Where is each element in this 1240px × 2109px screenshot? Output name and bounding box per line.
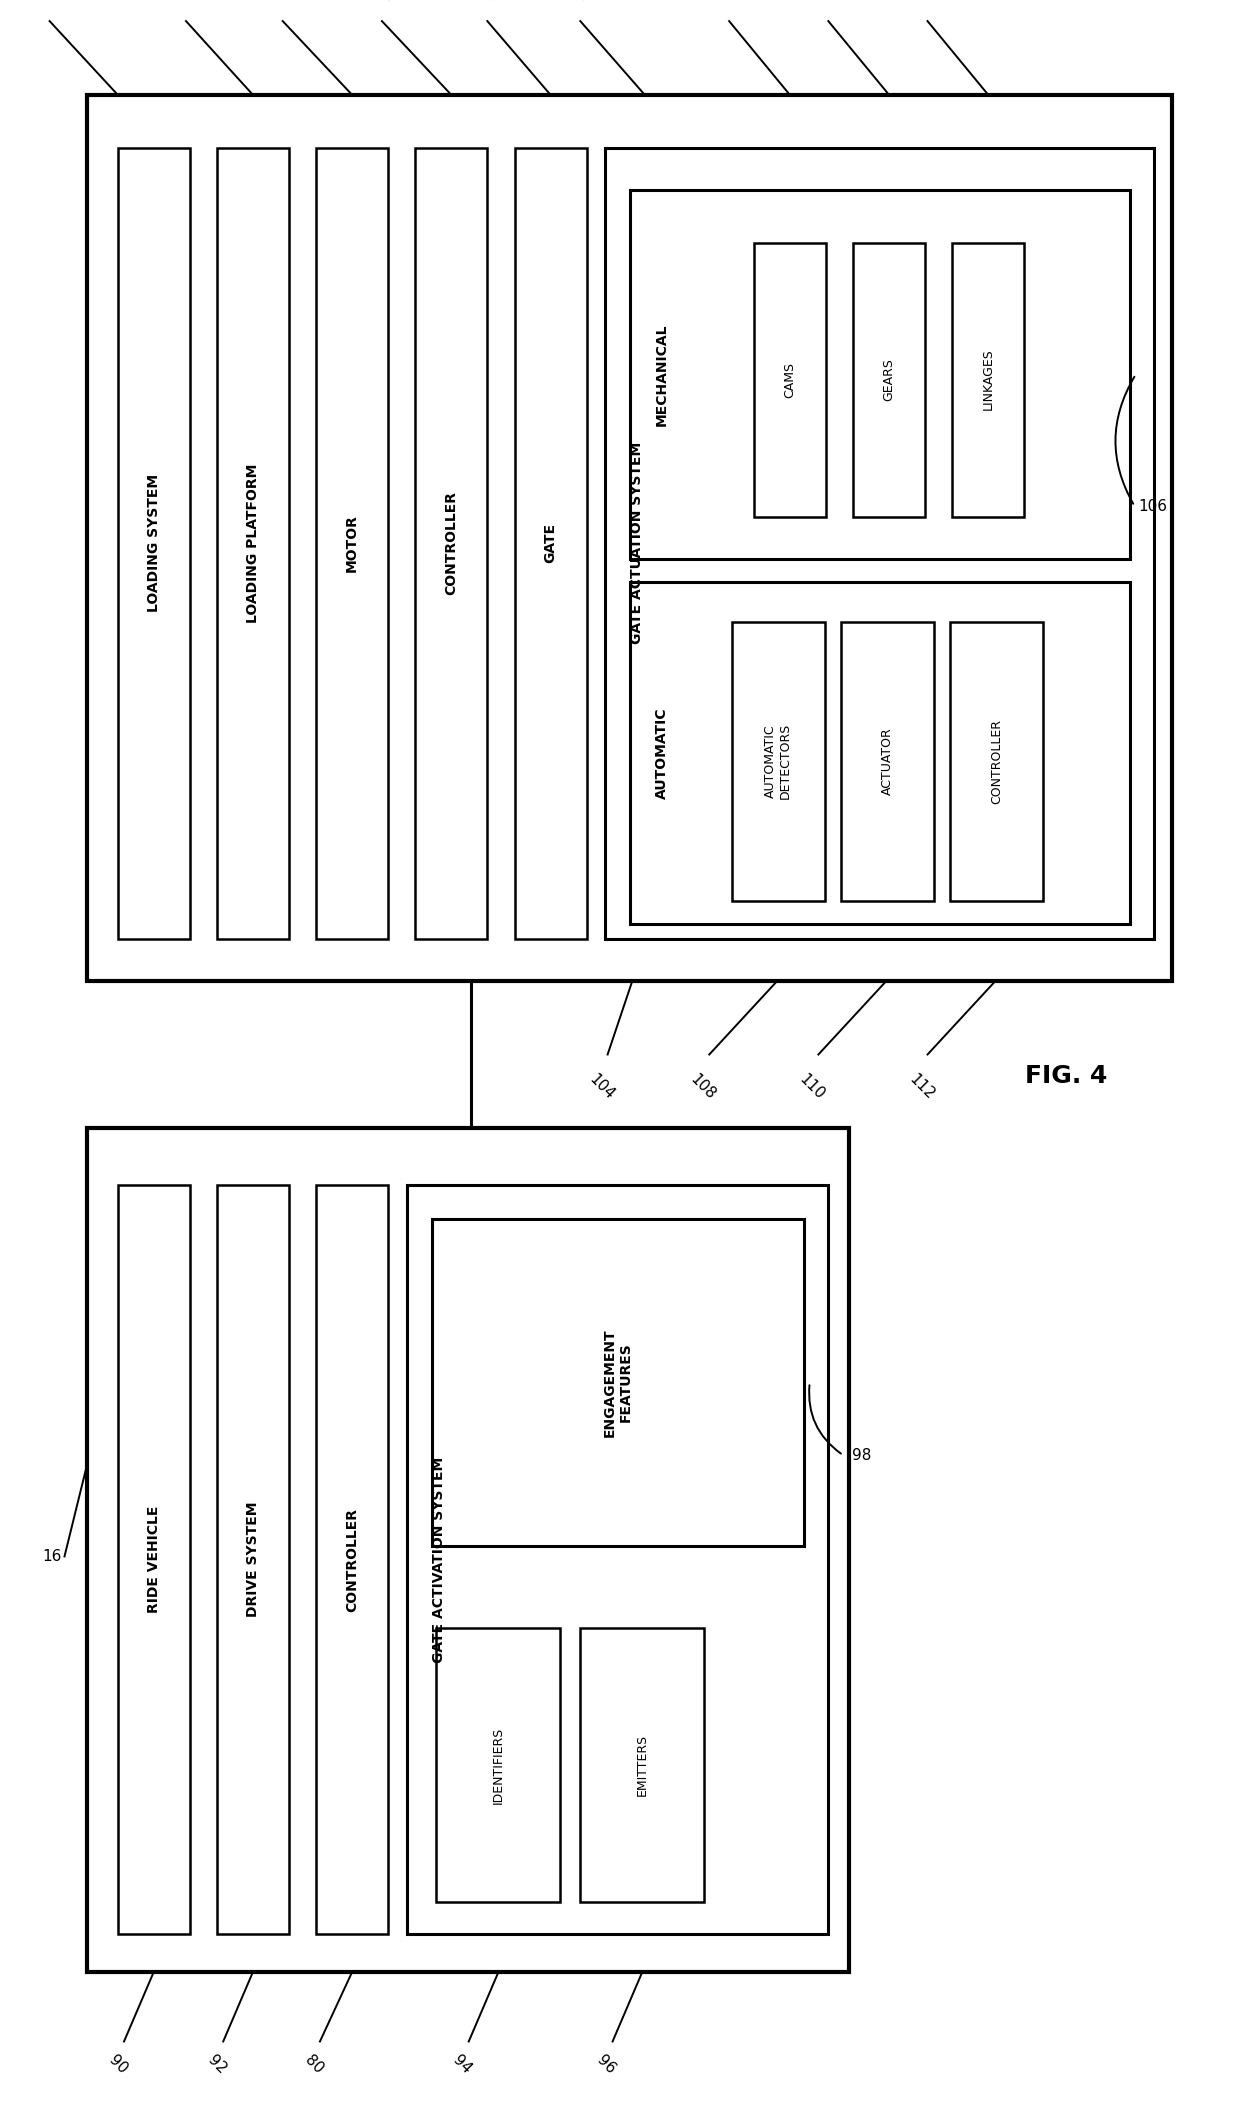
Text: MOTOR: MOTOR (345, 515, 360, 572)
Text: CONTROLLER: CONTROLLER (345, 1508, 360, 1611)
Text: 104: 104 (585, 1071, 618, 1103)
Text: GATE: GATE (543, 523, 558, 563)
Bar (580, 1628, 704, 1902)
Text: FIG. 4: FIG. 4 (1025, 1063, 1107, 1088)
Bar (316, 148, 388, 939)
Bar (118, 148, 190, 939)
Bar (415, 148, 487, 939)
Bar (630, 190, 1130, 559)
Text: 102: 102 (366, 0, 398, 4)
Bar (436, 1628, 560, 1902)
Text: 116: 116 (812, 0, 844, 4)
Text: 108: 108 (687, 1071, 719, 1103)
Text: AUTOMATIC: AUTOMATIC (655, 707, 670, 799)
Bar (432, 1219, 804, 1546)
Text: 106: 106 (1138, 498, 1168, 515)
Text: DRIVE SYSTEM: DRIVE SYSTEM (246, 1502, 260, 1618)
Text: CONTROLLER: CONTROLLER (444, 491, 459, 595)
Bar (118, 1185, 190, 1934)
Text: LOADING SYSTEM: LOADING SYSTEM (146, 475, 161, 612)
Text: 94: 94 (450, 2052, 475, 2077)
Bar (407, 1185, 828, 1934)
Bar (217, 1185, 289, 1934)
Text: CONTROLLER: CONTROLLER (990, 719, 1003, 804)
Bar (952, 243, 1024, 517)
Text: 12: 12 (37, 0, 62, 4)
Bar (515, 148, 587, 939)
Text: 20: 20 (174, 0, 198, 4)
Text: ENGAGEMENT
FEATURES: ENGAGEMENT FEATURES (603, 1329, 632, 1436)
Text: ACTUATOR: ACTUATOR (880, 728, 894, 795)
Text: 90: 90 (105, 2052, 130, 2077)
Bar (732, 622, 825, 901)
Text: EMITTERS: EMITTERS (636, 1734, 649, 1797)
Text: 82: 82 (568, 0, 593, 4)
Text: LINKAGES: LINKAGES (982, 348, 994, 411)
Text: 112: 112 (905, 1071, 937, 1103)
Text: 96: 96 (594, 2052, 619, 2077)
Bar (754, 243, 826, 517)
Text: 98: 98 (852, 1447, 872, 1464)
Text: LOADING PLATFORM: LOADING PLATFORM (246, 464, 260, 622)
Text: RIDE VEHICLE: RIDE VEHICLE (146, 1506, 161, 1613)
Text: GEARS: GEARS (883, 359, 895, 401)
Bar (853, 243, 925, 517)
Bar (316, 1185, 388, 1934)
Text: 92: 92 (205, 2052, 229, 2077)
Text: 114: 114 (713, 0, 745, 4)
Text: 110: 110 (796, 1071, 828, 1103)
Text: 118: 118 (911, 0, 944, 4)
Bar (87, 1128, 849, 1972)
Bar (950, 622, 1043, 901)
Bar (630, 582, 1130, 924)
Bar (841, 622, 934, 901)
Text: 100: 100 (267, 0, 299, 4)
Bar (217, 148, 289, 939)
Text: 42: 42 (475, 0, 500, 4)
Text: 16: 16 (42, 1548, 62, 1565)
Bar (605, 148, 1154, 939)
Text: GATE ACTUATION SYSTEM: GATE ACTUATION SYSTEM (630, 443, 645, 643)
Text: MECHANICAL: MECHANICAL (655, 323, 670, 426)
Text: 80: 80 (301, 2052, 326, 2075)
Text: GATE ACTIVATION SYSTEM: GATE ACTIVATION SYSTEM (432, 1457, 446, 1662)
Text: IDENTIFIERS: IDENTIFIERS (492, 1727, 505, 1803)
Text: CAMS: CAMS (784, 361, 796, 399)
Bar (87, 95, 1172, 981)
Text: AUTOMATIC
DETECTORS: AUTOMATIC DETECTORS (764, 723, 792, 799)
